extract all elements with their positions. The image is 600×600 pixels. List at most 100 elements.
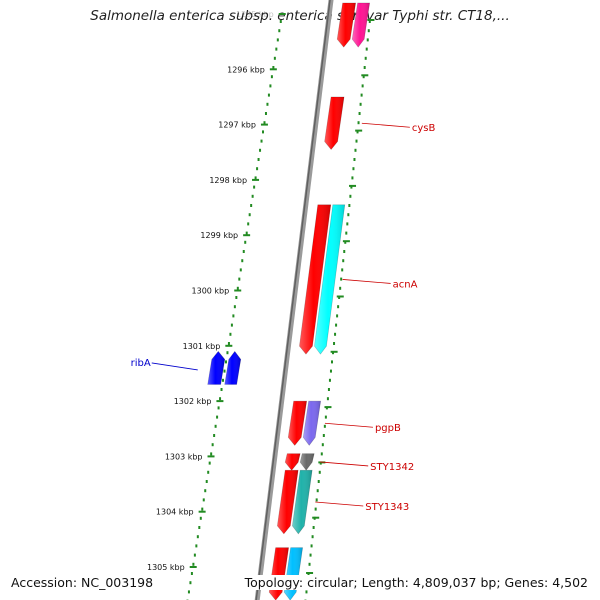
outer-track-dot [367,29,370,33]
outer-track-dot [349,194,352,198]
genome-title: Salmonella enterica subsp. enterica sero… [90,8,510,24]
ruler-dot [223,369,226,373]
ruler-dot [222,378,225,382]
gene-label-sty1342: STY1342 [370,462,414,473]
ruler-dot [190,572,193,575]
outer-track-dot [363,66,366,69]
backbone-layer [254,0,334,600]
ruler-dot [248,213,251,217]
ruler-dot [204,489,207,493]
ruler-tick-label: 1303 kbp [165,452,203,461]
outer-track-dot [305,590,308,594]
ruler-dot [211,443,214,447]
ruler-dot [270,75,273,79]
outer-track-dots [304,20,371,600]
outer-track-dot [336,314,339,318]
ruler-dot [220,388,223,391]
genome-info-text: Topology: circular; Length: 4,809,037 bp… [241,575,591,590]
gene-feature[interactable] [336,2,356,48]
outer-track-dot [353,158,356,161]
outer-track-dot [318,470,321,474]
ruler-dot [227,342,230,345]
outer-track-dot [356,130,359,134]
gene-feature[interactable] [292,469,313,535]
gene-pgpb[interactable] [287,400,308,446]
ruler-dot [276,38,279,42]
outer-track-dot [340,277,343,281]
outer-track-dot [347,213,350,217]
outer-track-dot [366,38,369,42]
outer-track-dot [342,259,345,263]
ruler-dot [207,470,210,474]
gene-feature[interactable] [351,2,370,48]
ruler-dot [230,323,233,327]
outer-track-dot [335,323,338,327]
gene-arrow-shading [324,96,345,150]
outer-track-dot [321,443,324,447]
ruler-dot [213,434,216,437]
ruler-dot [232,314,235,318]
gene-arrow-shading [207,351,225,385]
ruler-dot [256,167,259,171]
ruler-dot [241,259,244,263]
outer-track-dot [334,332,337,336]
ruler-dot [216,415,219,419]
gene-cysb[interactable] [324,96,345,150]
outer-track-dot [324,415,327,419]
ruler-dot [236,286,239,290]
outer-track-dot [329,369,332,373]
gene-feature[interactable] [224,350,242,385]
ruler-dot [247,222,250,226]
gene-arrow-shading [277,470,299,534]
outer-track-dot [322,434,325,437]
ruler-tick-label: 1301 kbp [183,342,221,351]
gene-arrow-shading [300,453,315,471]
gene-label-leader [324,422,373,428]
ruler-dot [202,498,205,502]
ruler-dot [205,480,208,483]
gene-sty1342[interactable] [284,453,301,471]
ruler-dot [199,516,202,520]
ruler-dot [192,562,195,566]
ruler-dot [239,268,242,272]
outer-track-dot [316,489,319,493]
outer-track-dot [323,424,326,428]
accession-text: Accession: NC_003198 [9,575,156,590]
outer-track-dot [358,112,361,115]
gene-arrow-shading [352,2,370,48]
ruler-dot [278,29,281,33]
gene-label-acna: acnA [393,279,418,290]
gene-feature[interactable] [314,204,346,355]
ruler-dot [226,351,229,355]
outer-track-dot [339,286,342,290]
gene-acna[interactable] [299,204,332,355]
outer-track-dot [360,93,363,97]
ruler-dot [250,204,253,207]
outer-track-dot [346,222,349,226]
ruler-dot [254,176,257,180]
ruler-tick-label: 1302 kbp [174,397,212,406]
gene-feature[interactable] [299,453,315,471]
ruler-dot [259,148,262,152]
gene-arrow-shading [224,351,241,385]
outer-track-dot [315,498,318,502]
gene-arrow-shading [292,470,313,534]
outer-track-dot [344,240,347,244]
outer-track-dot [359,102,362,106]
ruler-dot [272,66,275,69]
gene-feature[interactable] [302,400,322,446]
ruler-dot [279,20,282,23]
gene-riba[interactable] [207,350,226,385]
gene-label-leader [315,501,364,507]
outer-track-dot [368,20,371,23]
genes-layer[interactable] [207,2,370,600]
outer-track-dot [327,388,330,391]
outer-track-dot [328,378,331,382]
gene-sty1343[interactable] [277,469,299,535]
gene-arrow-shading [285,453,301,471]
ruler-tick-label: 1300 kbp [192,287,230,296]
gene-label-leader [320,461,369,467]
outer-track-dot [337,305,340,309]
outer-track-dot [351,176,354,180]
